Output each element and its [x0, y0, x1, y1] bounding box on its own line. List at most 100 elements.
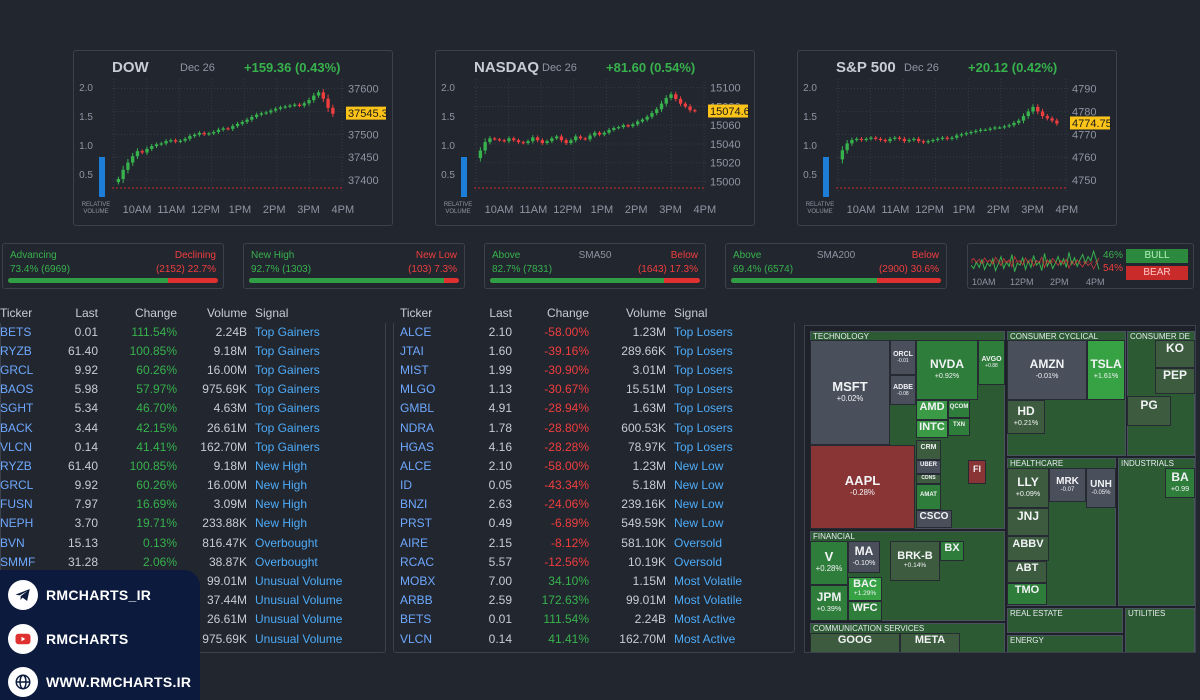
- signal-cell[interactable]: Top Losers: [674, 324, 733, 339]
- heatmap-tile[interactable]: ADBE -0.08: [890, 375, 916, 405]
- bear-button[interactable]: BEAR: [1126, 266, 1188, 280]
- signal-cell[interactable]: Unusual Volume: [255, 593, 343, 608]
- ticker-cell[interactable]: BETS: [0, 324, 32, 339]
- heatmap-tile[interactable]: AAPL -0.28%: [810, 445, 915, 529]
- table-row[interactable]: NDRA 1.78 -28.80% 600.53K Top Losers: [396, 418, 792, 437]
- heatmap-tile[interactable]: BA +0.99: [1165, 468, 1195, 498]
- table-row[interactable]: MIST 1.99 -30.90% 3.01M Top Losers: [396, 360, 792, 379]
- signal-cell[interactable]: Unusual Volume: [255, 612, 343, 627]
- index-panel-sp500[interactable]: 2.0 1.5 1.0 0.5 4790 4780 4770 4760 4750 4774.75 1…: [797, 50, 1117, 226]
- heatmap-tile[interactable]: MRK -0.07: [1049, 468, 1086, 502]
- table-row[interactable]: BACK 3.44 42.15% 26.61M Top Gainers: [0, 418, 388, 437]
- heatmap-tile[interactable]: GOOG: [810, 633, 900, 652]
- heatmap-tile[interactable]: KO: [1155, 340, 1195, 368]
- ticker-cell[interactable]: BETS: [400, 612, 432, 627]
- ticker-cell[interactable]: BVN: [0, 535, 25, 550]
- ticker-cell[interactable]: GMBL: [400, 401, 435, 416]
- ticker-cell[interactable]: BAOS: [0, 382, 34, 397]
- heatmap-tile[interactable]: INTC: [916, 420, 948, 438]
- heatmap-tile[interactable]: AVGO +0.88: [978, 340, 1005, 385]
- heatmap-tile[interactable]: CDNS: [916, 474, 941, 484]
- ticker-cell[interactable]: FUSN: [0, 497, 33, 512]
- table-row[interactable]: BETS 0.01 111.54% 2.24B Most Active: [396, 610, 792, 629]
- signal-cell[interactable]: Top Gainers: [255, 439, 320, 454]
- signal-cell[interactable]: Top Losers: [674, 382, 733, 397]
- ticker-cell[interactable]: AIRE: [400, 535, 429, 550]
- sector-heatmap[interactable]: TECHNOLOGY CONSUMER CYCLICAL CONSUMER DE HE…: [804, 325, 1196, 653]
- table-row[interactable]: HGAS 4.16 -28.28% 78.97K Top Losers: [396, 437, 792, 456]
- col-header-volume[interactable]: Volume: [206, 306, 247, 320]
- ticker-cell[interactable]: VLCN: [400, 631, 433, 646]
- heatmap-tile[interactable]: WFC: [848, 601, 882, 621]
- ticker-cell[interactable]: MLGO: [400, 382, 436, 397]
- table-row[interactable]: SMMF 31.28 2.06% 38.87K Overbought: [0, 552, 388, 571]
- ticker-cell[interactable]: ALCE: [400, 324, 432, 339]
- ticker-cell[interactable]: SGHT: [0, 401, 34, 416]
- heatmap-tile[interactable]: PEP: [1155, 368, 1195, 394]
- heatmap-tile[interactable]: BRK-B +0.14%: [890, 541, 940, 581]
- heatmap-tile[interactable]: NVDA +0.92%: [916, 340, 978, 400]
- heatmap-tile[interactable]: TXN: [948, 418, 970, 436]
- signal-cell[interactable]: Overbought: [255, 535, 318, 550]
- ticker-cell[interactable]: MIST: [400, 362, 429, 377]
- ticker-cell[interactable]: PRST: [400, 516, 433, 531]
- ticker-cell[interactable]: ARBB: [400, 593, 433, 608]
- table-row[interactable]: RYZB 61.40 100.85% 9.18M Top Gainers: [0, 341, 388, 360]
- ticker-cell[interactable]: GRCL: [0, 362, 34, 377]
- table-row[interactable]: ALCE 2.10 -58.00% 1.23M New Low: [396, 456, 792, 475]
- heatmap-tile[interactable]: JPM +0.39%: [810, 585, 848, 621]
- ticker-cell[interactable]: RCAC: [400, 554, 435, 569]
- col-header-last[interactable]: Last: [489, 306, 512, 320]
- table-row[interactable]: ARBB 2.59 172.63% 99.01M Most Volatile: [396, 591, 792, 610]
- signal-cell[interactable]: Most Volatile: [674, 574, 743, 589]
- table-row[interactable]: AIRE 2.15 -8.12% 581.10K Oversold: [396, 533, 792, 552]
- table-row[interactable]: VLCN 0.14 41.41% 162.70M Most Active: [396, 629, 792, 648]
- table-row[interactable]: BVN 15.13 0.13% 816.47K Overbought: [0, 533, 388, 552]
- heatmap-tile[interactable]: QCOM: [948, 400, 970, 418]
- ticker-cell[interactable]: VLCN: [0, 439, 33, 454]
- heatmap-tile[interactable]: META: [900, 633, 960, 652]
- ticker-cell[interactable]: NEPH: [0, 516, 34, 531]
- signal-cell[interactable]: New High: [255, 516, 308, 531]
- heatmap-tile[interactable]: UNH -0.05%: [1086, 468, 1116, 508]
- ticker-cell[interactable]: HGAS: [400, 439, 435, 454]
- col-header-change[interactable]: Change: [134, 306, 177, 320]
- heatmap-tile[interactable]: MSFT +0.02%: [810, 340, 890, 445]
- heatmap-tile[interactable]: BX: [940, 541, 964, 561]
- heatmap-tile[interactable]: LLY +0.09%: [1007, 468, 1049, 508]
- ticker-cell[interactable]: JTAI: [400, 343, 424, 358]
- signal-cell[interactable]: Unusual Volume: [255, 574, 343, 589]
- heatmap-tile[interactable]: ABT: [1007, 561, 1047, 583]
- signal-cell[interactable]: Most Volatile: [674, 593, 743, 608]
- table-row[interactable]: FUSN 7.97 16.69% 3.09M New High: [0, 495, 388, 514]
- table-row[interactable]: RYZB 61.40 100.85% 9.18M New High: [0, 456, 388, 475]
- breadth-sma50[interactable]: Above SMA50 Below 82.7% (7831) (1643) 17…: [484, 243, 706, 289]
- heatmap-tile[interactable]: AMAT: [916, 484, 941, 510]
- heatmap-tile[interactable]: CRM: [916, 440, 941, 460]
- signal-cell[interactable]: Top Losers: [674, 439, 733, 454]
- signal-cell[interactable]: Top Gainers: [255, 401, 320, 416]
- breadth-advancing-declining[interactable]: Advancing Declining 73.4% (6969) (2152) …: [2, 243, 224, 289]
- ticker-cell[interactable]: ID: [400, 478, 412, 493]
- signal-cell[interactable]: Oversold: [674, 554, 723, 569]
- col-header-last[interactable]: Last: [75, 306, 98, 320]
- heatmap-tile[interactable]: MA -0.10%: [848, 541, 880, 573]
- ticker-cell[interactable]: GRCL: [0, 478, 34, 493]
- ticker-cell[interactable]: ALCE: [400, 458, 432, 473]
- table-row[interactable]: BAOS 5.98 57.97% 975.69K Top Gainers: [0, 380, 388, 399]
- col-header-signal[interactable]: Signal: [674, 306, 708, 320]
- index-panel-dow[interactable]: 2.01.51.00.53760037550375003745037400375…: [73, 50, 393, 226]
- youtube-row[interactable]: RMCHARTS: [8, 624, 129, 654]
- ticker-cell[interactable]: NDRA: [400, 420, 435, 435]
- heatmap-tile[interactable]: BAC +1.29%: [848, 577, 882, 601]
- heatmap-tile[interactable]: HD +0.21%: [1007, 400, 1045, 434]
- ticker-cell[interactable]: RYZB: [0, 458, 32, 473]
- table-row[interactable]: VLCN 0.14 41.41% 162.70M Top Gainers: [0, 437, 388, 456]
- table-row[interactable]: NEPH 3.70 19.71% 233.88K New High: [0, 514, 388, 533]
- col-header-ticker[interactable]: Ticker: [0, 306, 33, 320]
- col-header-volume[interactable]: Volume: [625, 306, 666, 320]
- heatmap-tile[interactable]: FI: [968, 460, 986, 484]
- heatmap-tile[interactable]: ORCL -0.01: [890, 340, 916, 375]
- signal-cell[interactable]: Top Gainers: [255, 362, 320, 377]
- signal-cell[interactable]: Top Losers: [674, 362, 733, 377]
